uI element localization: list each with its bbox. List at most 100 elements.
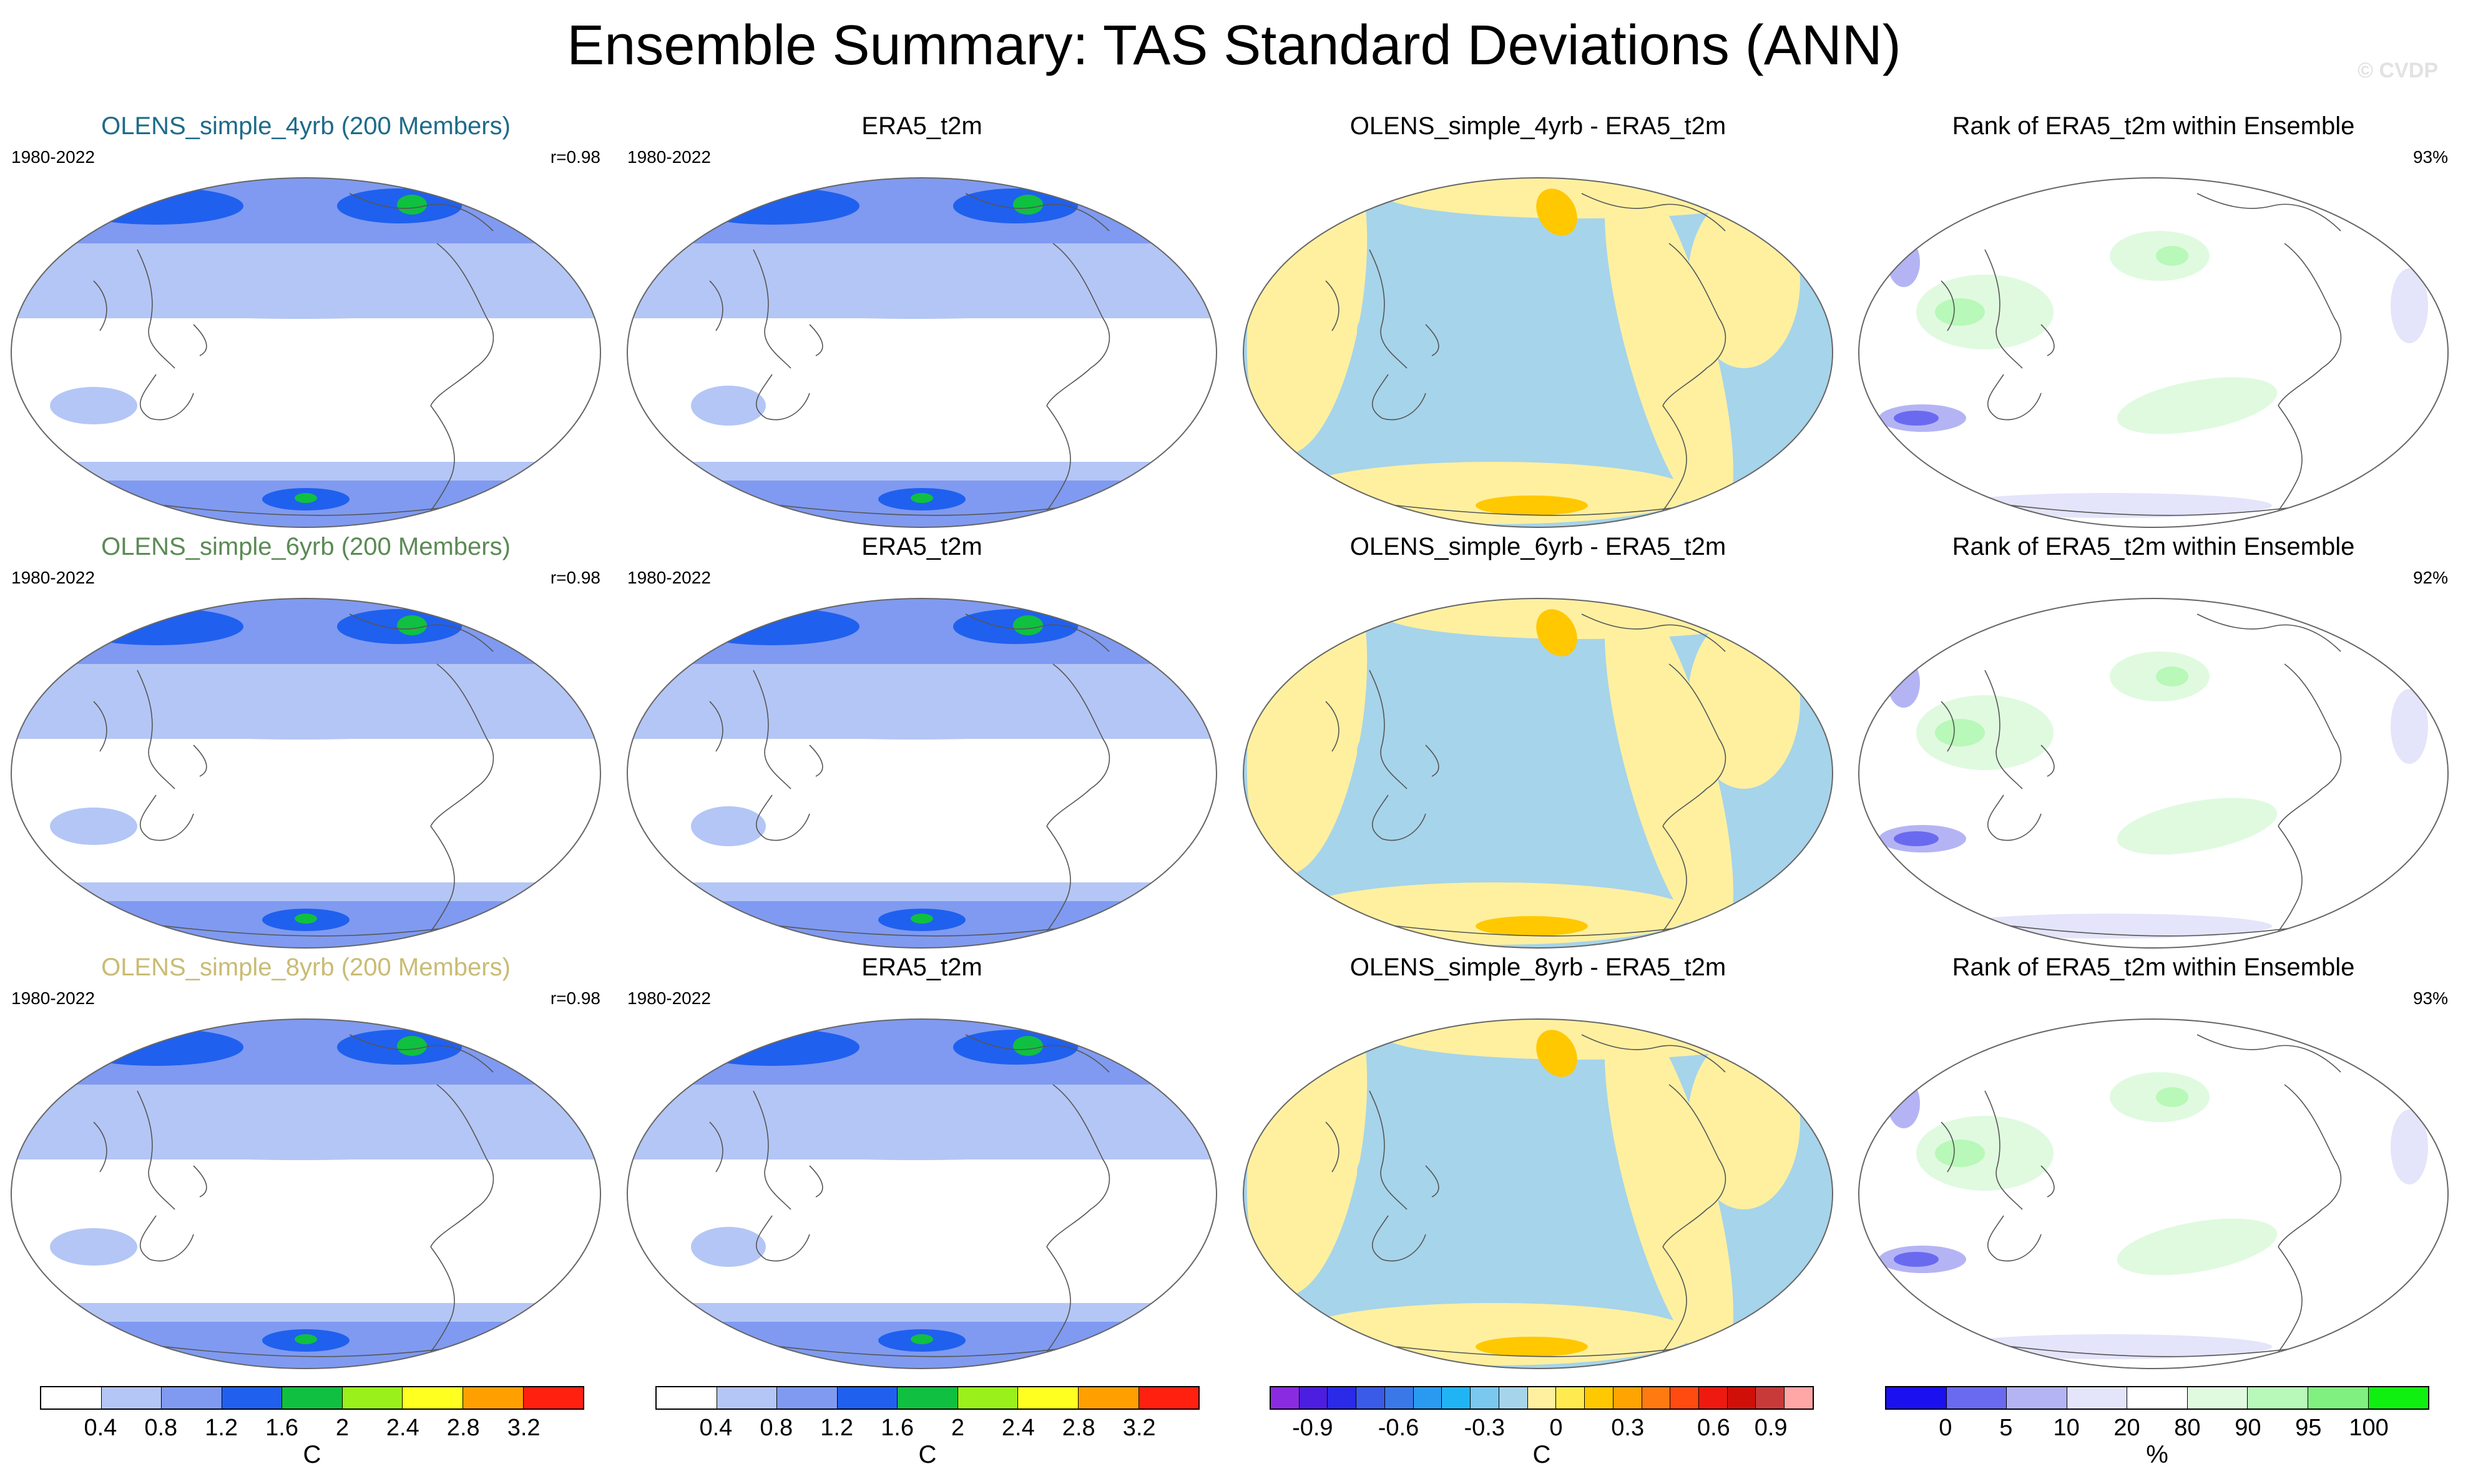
coastline [2196, 613, 2341, 652]
coastline [2040, 324, 2055, 356]
coastline [139, 794, 194, 841]
field-patch-hot [1654, 1019, 1684, 1035]
colorbar-swatch [2187, 1387, 2248, 1408]
map-field [11, 598, 600, 948]
panel-obs-row1: ERA5_t2m 1980-2022 [616, 111, 1228, 528]
coastline [1046, 663, 1110, 827]
field-patch-low [1888, 237, 1920, 287]
coastline [1371, 374, 1426, 421]
field-patch-warm [1536, 188, 1577, 236]
colorbar-tick-label: 10 [2053, 1415, 2080, 1441]
field-patch-low [2391, 689, 2428, 764]
field-patch-siberia [69, 187, 243, 225]
colorbar-tick-label: -0.9 [1292, 1415, 1333, 1441]
colorbar-unit-label: C [918, 1441, 937, 1468]
field-patch-low [1947, 1334, 2272, 1359]
coastline [193, 1165, 207, 1198]
field-patch-australia [50, 387, 137, 424]
colorbar-tick-label: 0.8 [144, 1415, 178, 1441]
colorbar-swatch [403, 1387, 463, 1408]
field-patch-high [2156, 246, 2188, 266]
colorbar-swatch [2007, 1387, 2067, 1408]
field-patch-siberia [685, 608, 859, 645]
field-patch-equatorial [728, 1128, 1103, 1160]
field-patch-tropics [866, 739, 1065, 826]
colorbar-tick-label: 100 [2349, 1415, 2389, 1441]
field-patch-australia [691, 1227, 766, 1267]
colorbar-tick-label: 3.2 [1122, 1415, 1156, 1441]
field-patch-hot [1654, 178, 1684, 193]
field-patch-low [1894, 831, 1939, 846]
coastline [1425, 744, 1439, 777]
field-patch-pacific [50, 330, 300, 382]
coastline [1987, 1215, 2042, 1262]
coastline [1425, 324, 1439, 356]
coastline [1662, 1084, 1726, 1247]
watermark: © CVDP [2358, 59, 2438, 82]
coastline [1371, 794, 1426, 841]
field-patch-low [2391, 1110, 2428, 1184]
correlation-label: r=0.98 [550, 989, 600, 1008]
coastline [755, 374, 810, 421]
panel-title: ERA5_t2m [861, 954, 982, 981]
field-patch-pacific [666, 750, 916, 803]
field-patch-green [710, 608, 772, 626]
period-label: 1980-2022 [627, 568, 711, 587]
coastline [2278, 663, 2342, 827]
field-patch-green [1013, 1036, 1043, 1056]
field-patch-high [1935, 298, 1985, 326]
colorbar-swatch [2368, 1387, 2429, 1408]
coastline [2278, 1084, 2342, 1247]
colorbar-tick-label: 2.4 [386, 1415, 419, 1441]
map-field [1859, 598, 2448, 948]
field-patch-tropics [866, 1159, 1065, 1247]
coastline [709, 701, 723, 752]
coastline [1046, 243, 1110, 406]
period-label: 1980-2022 [627, 147, 711, 167]
field-patch-green [710, 1029, 772, 1047]
field-patch-tropics [250, 318, 449, 406]
coastline [1325, 1121, 1339, 1173]
coastline [1941, 1121, 1955, 1173]
field-patch-positive [1688, 614, 1800, 789]
colorbar-swatch [1613, 1387, 1642, 1408]
period-label: 1980-2022 [11, 147, 95, 167]
colorbar-swatch [1886, 1387, 1947, 1408]
field-patch-low [1894, 1252, 1939, 1267]
coastline [809, 744, 823, 777]
field-patch-equatorial [728, 286, 1103, 319]
map-outline [11, 598, 601, 949]
colorbar-2: 0.4 0.8 1.2 1.6 2 2.4 2.8 3.2 C [655, 1386, 1200, 1480]
field-patch-positive [1605, 178, 1733, 525]
field-patch-green [1013, 195, 1043, 215]
colorbar-tick-label: -0.6 [1378, 1415, 1419, 1441]
panel-diff-row3: OLENS_simple_8yrb - ERA5_t2m [1232, 952, 1844, 1369]
colorbar-swatches [40, 1386, 584, 1410]
colorbar-swatch [463, 1387, 524, 1408]
coastline [1984, 670, 2023, 789]
colorbar-swatch [1727, 1387, 1756, 1408]
field-patch-low [1888, 658, 1920, 708]
map-plot [1858, 1018, 2449, 1369]
field-patch-high [1935, 1140, 1985, 1167]
colorbar-swatch [101, 1387, 162, 1408]
colorbar-tick-label: 0 [1549, 1415, 1563, 1441]
map-plot [1243, 177, 1833, 528]
coastline [1984, 249, 2023, 369]
panel-obs-row2: ERA5_t2m 1980-2022 [616, 532, 1228, 949]
coastline [1325, 280, 1339, 331]
colorbar-tick-label: 2.8 [1062, 1415, 1095, 1441]
panel-ensemble-row2: OLENS_simple_6yrb (200 Members) 1980-2022… [0, 532, 612, 949]
colorbar-swatch [1413, 1387, 1442, 1408]
colorbar-swatch [2248, 1387, 2308, 1408]
colorbar-swatch [1384, 1387, 1414, 1408]
field-patch-high [2117, 377, 2278, 434]
field-background [1859, 598, 2448, 948]
panel-title: ERA5_t2m [861, 533, 982, 560]
colorbar-swatch [1946, 1387, 2007, 1408]
map-outline [627, 177, 1217, 528]
field-patch-tropics [866, 318, 1065, 406]
coastline [2040, 744, 2055, 777]
coastline [349, 613, 494, 652]
field-patch-equatorial [728, 707, 1103, 740]
